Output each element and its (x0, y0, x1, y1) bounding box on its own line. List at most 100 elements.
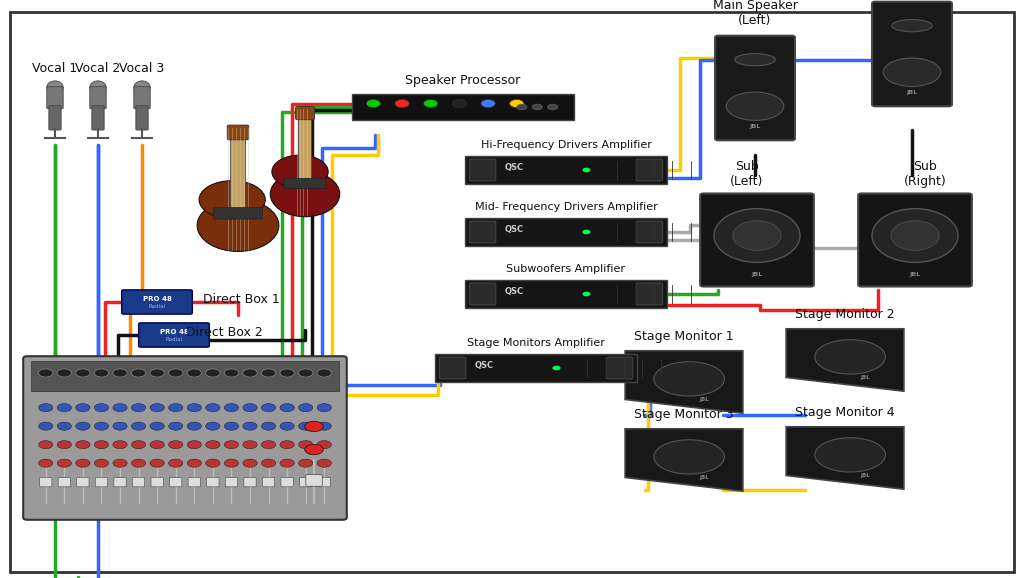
Circle shape (169, 403, 183, 412)
Ellipse shape (726, 92, 783, 120)
Text: Stage Monitors Amplifier: Stage Monitors Amplifier (467, 338, 605, 349)
FancyBboxPatch shape (90, 87, 106, 109)
Circle shape (206, 369, 220, 377)
Circle shape (317, 459, 332, 467)
Text: Hi-Frequency Drivers Amplifier: Hi-Frequency Drivers Amplifier (480, 140, 651, 150)
Circle shape (280, 403, 294, 412)
Circle shape (150, 369, 164, 377)
Text: PRO 48: PRO 48 (160, 328, 188, 335)
Text: Subwoofers Amplifier: Subwoofers Amplifier (507, 264, 626, 275)
Circle shape (57, 403, 72, 412)
Text: Stage Monitor 3: Stage Monitor 3 (634, 407, 734, 421)
Text: Vocal 1: Vocal 1 (33, 61, 78, 75)
Ellipse shape (714, 209, 800, 262)
FancyBboxPatch shape (465, 218, 667, 246)
Circle shape (261, 440, 275, 449)
Circle shape (131, 369, 145, 377)
Circle shape (94, 369, 109, 377)
FancyBboxPatch shape (700, 194, 814, 287)
Circle shape (169, 459, 183, 467)
Circle shape (39, 403, 53, 412)
Ellipse shape (270, 172, 340, 217)
FancyBboxPatch shape (300, 477, 312, 487)
FancyBboxPatch shape (636, 221, 663, 243)
Circle shape (131, 459, 145, 467)
Circle shape (261, 369, 275, 377)
Text: JBL: JBL (752, 272, 763, 276)
Circle shape (280, 369, 294, 377)
Ellipse shape (90, 81, 106, 94)
Ellipse shape (735, 54, 775, 66)
Polygon shape (625, 351, 742, 413)
FancyBboxPatch shape (188, 477, 201, 487)
Circle shape (224, 403, 239, 412)
Text: QSC: QSC (505, 287, 524, 295)
Text: JBL: JBL (909, 272, 921, 276)
FancyBboxPatch shape (92, 106, 104, 130)
FancyBboxPatch shape (214, 208, 262, 219)
Circle shape (299, 369, 313, 377)
FancyBboxPatch shape (225, 477, 238, 487)
FancyBboxPatch shape (298, 114, 311, 180)
Ellipse shape (47, 81, 63, 94)
FancyBboxPatch shape (281, 477, 293, 487)
Circle shape (76, 459, 90, 467)
FancyBboxPatch shape (636, 283, 663, 305)
FancyBboxPatch shape (132, 477, 144, 487)
FancyBboxPatch shape (227, 125, 249, 140)
Text: Radial: Radial (148, 303, 166, 309)
Text: JBL: JBL (699, 397, 710, 402)
Circle shape (206, 403, 220, 412)
Text: Vocal 2: Vocal 2 (76, 61, 121, 75)
FancyBboxPatch shape (715, 36, 795, 140)
Circle shape (39, 369, 53, 377)
Circle shape (261, 459, 275, 467)
Circle shape (187, 422, 202, 430)
FancyBboxPatch shape (138, 323, 209, 347)
Circle shape (169, 422, 183, 430)
Circle shape (583, 292, 591, 297)
FancyBboxPatch shape (244, 477, 256, 487)
FancyBboxPatch shape (469, 283, 496, 305)
Circle shape (280, 459, 294, 467)
Ellipse shape (653, 362, 724, 396)
Text: JBL: JBL (906, 90, 918, 95)
Circle shape (395, 99, 410, 108)
Circle shape (532, 104, 543, 110)
Circle shape (131, 422, 145, 430)
Text: JBL: JBL (699, 475, 710, 480)
Circle shape (299, 459, 313, 467)
Circle shape (131, 403, 145, 412)
Circle shape (243, 369, 257, 377)
Polygon shape (786, 427, 904, 489)
FancyBboxPatch shape (24, 356, 347, 520)
Text: QSC: QSC (505, 225, 524, 234)
Circle shape (187, 369, 202, 377)
Circle shape (150, 440, 164, 449)
Circle shape (243, 403, 257, 412)
FancyBboxPatch shape (284, 179, 326, 188)
Text: QSC: QSC (505, 162, 524, 172)
Circle shape (187, 459, 202, 467)
Circle shape (243, 422, 257, 430)
Circle shape (299, 440, 313, 449)
FancyBboxPatch shape (318, 477, 331, 487)
Text: JBL: JBL (860, 375, 870, 380)
Text: Direct Box 1: Direct Box 1 (203, 292, 280, 306)
FancyBboxPatch shape (606, 357, 633, 379)
FancyBboxPatch shape (58, 477, 71, 487)
Circle shape (517, 104, 527, 110)
Ellipse shape (733, 221, 781, 250)
Text: Sub
(Right): Sub (Right) (904, 160, 946, 188)
FancyBboxPatch shape (170, 477, 182, 487)
Circle shape (113, 369, 127, 377)
Circle shape (94, 422, 109, 430)
Circle shape (150, 403, 164, 412)
Circle shape (57, 422, 72, 430)
Text: Speaker Processor: Speaker Processor (406, 74, 520, 87)
Circle shape (280, 422, 294, 430)
FancyBboxPatch shape (77, 477, 89, 487)
Circle shape (150, 422, 164, 430)
FancyBboxPatch shape (465, 280, 667, 308)
FancyBboxPatch shape (439, 357, 466, 379)
